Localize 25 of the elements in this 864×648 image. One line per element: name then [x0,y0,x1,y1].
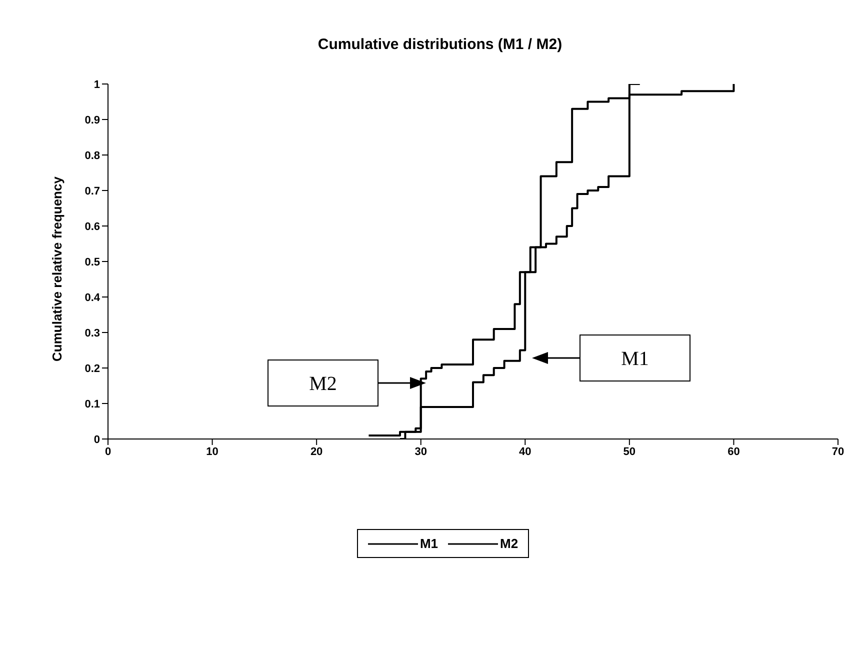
annotation: M1 [621,348,649,370]
chart-title: Cumulative distributions (M1 / M2) [316,36,564,53]
y-axis-title: Cumulative relative frequency [50,176,65,362]
y-tick-label: 0 [94,434,100,446]
legend-label: M2 [499,536,518,551]
x-tick-label: 20 [310,446,323,458]
y-tick-label: 0.5 [84,256,100,268]
y-tick-label: 0.8 [84,150,100,162]
x-tick-label: 70 [832,446,844,458]
y-tick-label: 0.9 [84,114,100,126]
x-tick-label: 60 [728,446,740,458]
y-tick-label: 0.1 [84,398,100,410]
x-tick-label: 40 [519,446,532,458]
x-tick-label: 50 [623,446,636,458]
y-tick-label: 0.7 [84,185,100,198]
x-tick-label: 10 [206,446,218,458]
y-tick-label: 0.2 [84,362,100,375]
x-tick-label: 30 [414,446,427,458]
annotation: M2 [309,373,337,395]
y-tick-label: 0.4 [84,292,101,304]
legend-label: M1 [418,536,438,551]
y-tick-label: 0.3 [84,327,100,340]
y-tick-label: 0.6 [84,220,100,233]
x-tick-label: 0 [104,446,112,458]
y-tick-label: 1 [94,78,100,91]
